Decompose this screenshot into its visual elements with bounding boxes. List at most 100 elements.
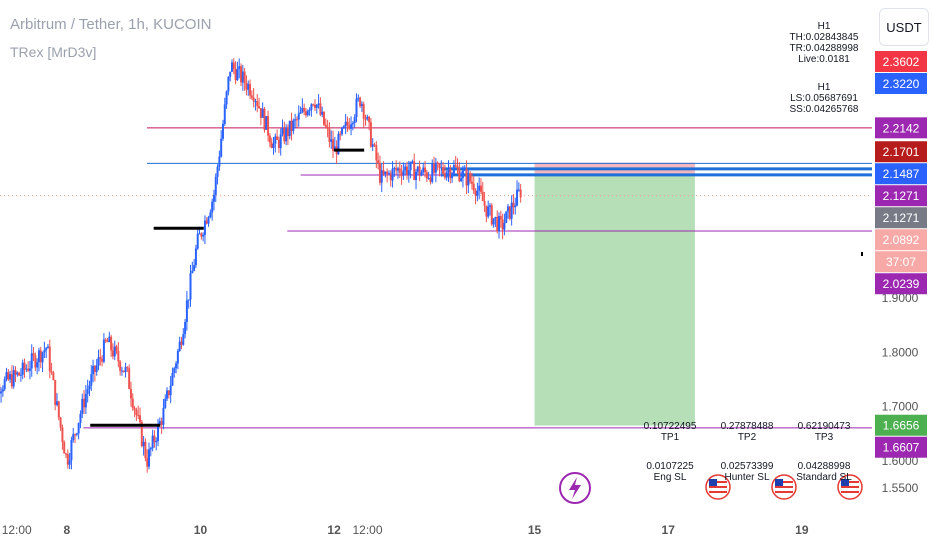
candle-body — [270, 142, 273, 148]
candle-body — [202, 234, 205, 237]
candle-body — [487, 206, 490, 217]
candle-body — [133, 408, 136, 410]
price-label-text: 37:07 — [886, 255, 916, 269]
candle-body — [166, 390, 169, 399]
candle-body — [164, 398, 167, 408]
candle-body — [422, 167, 425, 173]
candle-body — [74, 434, 77, 436]
price-label-text: 1.6656 — [883, 419, 920, 433]
price-label[interactable] — [875, 414, 927, 436]
us-flag-icon[interactable] — [705, 474, 731, 500]
candle-body — [117, 350, 120, 362]
price-label[interactable] — [875, 141, 927, 163]
price-label[interactable] — [875, 207, 927, 229]
candle-body — [25, 368, 28, 370]
candle-body — [424, 167, 427, 173]
price-label[interactable] — [875, 251, 927, 273]
candle-body — [378, 162, 381, 183]
candle-body — [57, 401, 60, 418]
candle-body — [286, 127, 289, 137]
candle-body — [209, 212, 212, 218]
price-label-text: 2.0239 — [883, 277, 920, 291]
candle-body — [380, 170, 383, 183]
candle-body — [461, 170, 464, 179]
candle-body — [28, 368, 31, 371]
price-label[interactable] — [875, 51, 927, 72]
candle-body — [411, 161, 414, 163]
lightning-icon[interactable] — [559, 472, 591, 504]
standard-sl-value: 0.04288998 — [797, 461, 851, 472]
us-flag-icon[interactable] — [837, 474, 863, 500]
y-axis[interactable]: 1.55001.60001.70001.80001.90002.36022.32… — [872, 0, 932, 550]
candle-body — [200, 233, 203, 237]
candle-body — [14, 370, 17, 375]
candle-body — [360, 103, 363, 107]
x-axis[interactable]: 12:00 8 10 12 12:00 15 17 19 — [0, 515, 872, 550]
candle-body — [373, 144, 376, 146]
candle-body — [232, 62, 235, 69]
candle-body — [362, 103, 365, 119]
candle-body — [434, 162, 437, 173]
candle-body — [229, 71, 232, 77]
price-label-text: 2.3602 — [883, 55, 920, 69]
price-label[interactable] — [875, 229, 927, 251]
candle-body — [476, 190, 479, 196]
candle-body — [348, 125, 351, 129]
candle-body — [258, 106, 261, 109]
target-zone[interactable] — [534, 175, 695, 426]
candle-body — [90, 374, 93, 386]
candle-body — [129, 388, 132, 399]
candle-body — [0, 391, 3, 394]
candle-body — [106, 341, 109, 343]
candle-body — [323, 111, 326, 125]
candle-body — [261, 108, 264, 118]
candle-body — [382, 170, 385, 175]
indicator-label[interactable]: TRex [MrD3v] — [10, 44, 97, 60]
candle-body — [66, 454, 69, 465]
candle-body — [436, 162, 439, 164]
candle-body — [254, 101, 257, 103]
candle-body — [184, 322, 187, 335]
tp1-name: TP1 — [660, 432, 680, 443]
price-label[interactable] — [875, 273, 927, 295]
y-tick-label: 1.9000 — [882, 291, 919, 305]
candle-body — [3, 379, 6, 390]
candle-body — [386, 171, 389, 174]
candle-body — [124, 367, 127, 373]
candle-body — [465, 169, 468, 186]
price-label[interactable] — [875, 163, 927, 185]
price-label[interactable] — [875, 117, 927, 139]
candle-body — [503, 222, 506, 230]
currency-button[interactable]: USDT — [879, 8, 929, 46]
candle-body — [366, 116, 369, 120]
price-label[interactable] — [875, 436, 927, 458]
candle-body — [21, 362, 24, 375]
candle-body — [247, 83, 250, 90]
price-label[interactable] — [875, 73, 927, 94]
price-label[interactable] — [875, 185, 927, 207]
candle-body — [326, 126, 329, 129]
candle-body — [375, 145, 378, 161]
candle-body — [281, 128, 284, 135]
position-box[interactable] — [534, 162, 695, 426]
candle-body — [319, 103, 322, 115]
candle-body — [310, 104, 313, 110]
candle-body — [346, 121, 349, 126]
tp3-label: 0.62190473 TP3 — [794, 421, 854, 443]
candle-body — [350, 124, 353, 129]
candle-body — [126, 367, 129, 369]
candle-body — [507, 206, 510, 212]
candle-body — [285, 127, 288, 142]
us-flag-icon[interactable] — [771, 474, 797, 500]
candle-body — [65, 453, 68, 455]
standard-sl-name: Standard SL — [796, 472, 852, 483]
candle-body — [443, 173, 446, 178]
candle-body — [328, 128, 331, 142]
candle-body — [481, 191, 484, 202]
candle-body — [460, 178, 463, 182]
candle-body — [221, 123, 224, 139]
candle-body — [299, 112, 302, 114]
candle-body — [77, 422, 80, 434]
candle-body — [395, 167, 398, 171]
